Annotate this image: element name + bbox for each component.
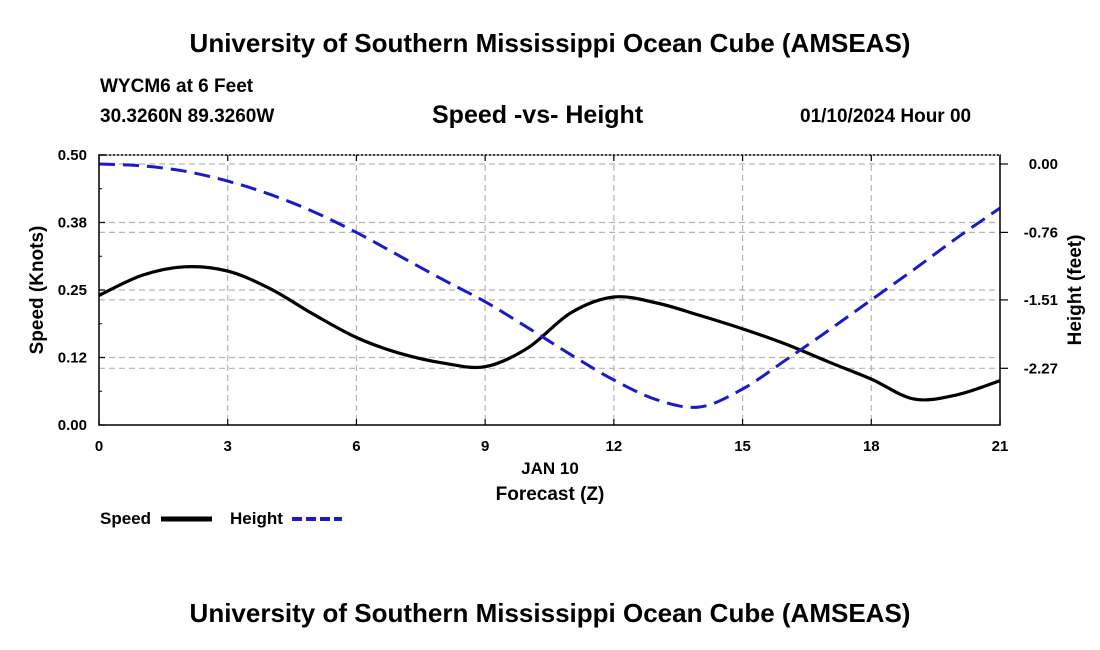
y-tick-label: 0.50 <box>58 147 87 164</box>
x-tick-label: 3 <box>224 438 232 455</box>
y2-axis-title: Height (feet) <box>1065 235 1086 346</box>
x-tick-label: 18 <box>863 438 880 455</box>
forecast-date: 01/10/2024 Hour 00 <box>800 106 972 127</box>
chart-title: Speed -vs- Height <box>432 101 644 129</box>
x-tick-label: 15 <box>734 438 751 455</box>
station-location: 30.3260N 89.3260W <box>100 106 275 127</box>
y2-tick-label: -1.51 <box>1024 292 1058 309</box>
legend-speed-label: Speed <box>100 509 152 528</box>
y-tick-label: 0.00 <box>58 417 87 434</box>
y-tick-label: 0.25 <box>58 282 87 299</box>
y2-tick-label: -2.27 <box>1024 360 1058 377</box>
page-title: University of Southern Mississippi Ocean… <box>189 28 911 58</box>
y2-tick-label: -0.76 <box>1024 224 1058 241</box>
x-axis-title: Forecast (Z) <box>496 484 605 505</box>
x-tick-label: 12 <box>606 438 623 455</box>
x-tick-label: 0 <box>95 438 103 455</box>
legend-height-label: Height <box>230 509 283 528</box>
label-layer: 0 3 6 9 12 15 18 21 0.00 0.12 0.25 0.38 0.50 0.00 -0.7… <box>58 147 1058 455</box>
x-date-label: JAN 10 <box>521 459 579 478</box>
y-tick-label: 0.12 <box>58 350 87 367</box>
speed-series-line <box>98 265 1001 402</box>
height-series-line <box>98 162 1001 409</box>
x-tick-label: 21 <box>992 438 1009 455</box>
station-name: WYCM6 at 6 Feet <box>100 76 254 97</box>
x-tick-label: 9 <box>481 438 489 455</box>
y-axis-title: Speed (Knots) <box>27 226 48 355</box>
footer-title: University of Southern Mississippi Ocean… <box>189 598 911 628</box>
tick-layer <box>98 154 1008 426</box>
y2-tick-label: 0.00 <box>1029 156 1058 173</box>
series-layer <box>98 162 1001 409</box>
grid-layer <box>99 155 1000 425</box>
x-tick-label: 6 <box>352 438 360 455</box>
y-tick-label: 0.38 <box>58 215 87 232</box>
